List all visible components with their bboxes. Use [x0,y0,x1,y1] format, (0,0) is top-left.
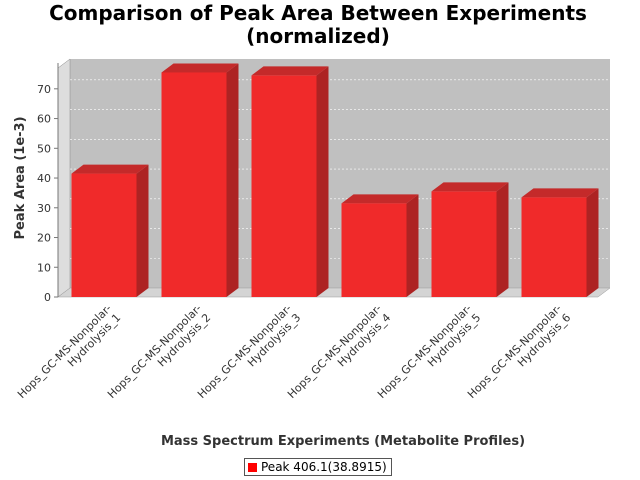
bar-side [226,63,239,297]
bar-top [521,188,599,198]
x-tick-label-line: Hops_GC-MS-Nonpolar- [465,302,564,401]
chart-title-line-1: Comparison of Peak Area Between Experime… [49,1,587,25]
plot-left-wall [57,58,71,298]
bar-top [431,182,509,192]
bar-side [586,188,599,297]
x-tick-label-line: Hops_GC-MS-Nonpolar- [105,302,204,401]
x-tick-label: Hops_GC-MS-Nonpolar-Hydrolysis_6 [465,302,573,410]
bar-side [316,66,329,298]
y-tick-label: 40 [37,172,51,185]
x-tick-label-line: Hops_GC-MS-Nonpolar- [15,302,114,401]
bar-side [136,164,149,297]
bar [431,191,497,297]
x-axis-label: Mass Spectrum Experiments (Metabolite Pr… [161,434,525,449]
plot-area: 0 10 20 30 40 50 60 70 Hops_GC-MS-Nonpolar-Hydro… [15,58,611,410]
legend-label: Peak 406.1(38.8915) [261,460,387,474]
bar-top [341,194,419,204]
bar [521,197,587,297]
bar [251,75,317,298]
x-tick-label-line: Hops_GC-MS-Nonpolar- [195,302,294,401]
y-tick-label: 10 [37,261,51,274]
bar-side [406,194,419,297]
bar-side [496,182,509,297]
bar [71,173,137,297]
x-tick-label-line: Hops_GC-MS-Nonpolar- [375,302,474,401]
y-tick-label: 0 [44,291,51,304]
bar-top [161,63,239,73]
legend: Peak 406.1(38.8915) [244,458,392,476]
bar [341,203,407,297]
y-tick-label: 50 [37,142,51,155]
y-tick-label: 60 [37,113,51,126]
bar-top [251,66,329,76]
y-axis-label: Peak Area (1e-3) [13,116,28,239]
bar-top [71,164,149,174]
chart-title-line-2: (normalized) [246,24,390,48]
y-tick-label: 30 [37,202,51,215]
y-tick-label: 20 [37,232,51,245]
legend-swatch [248,462,257,472]
y-tick-label: 70 [37,83,51,96]
x-tick-label-line: Hops_GC-MS-Nonpolar- [285,302,384,401]
bar [161,72,227,298]
